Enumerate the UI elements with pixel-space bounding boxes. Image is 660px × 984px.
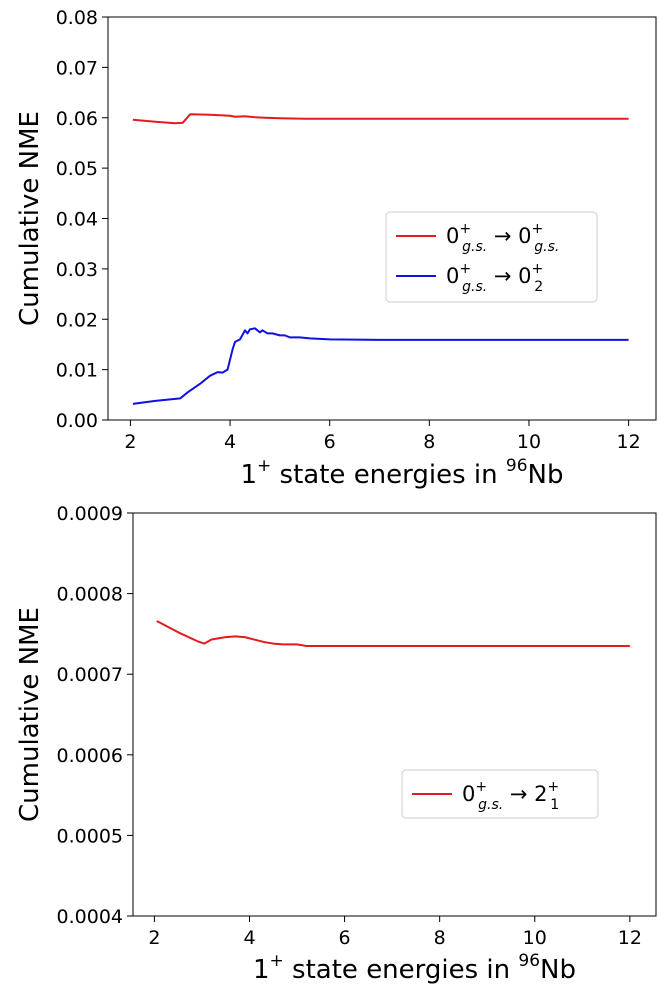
y-tick-label: 0.0008 (57, 584, 123, 606)
y-tick-label: 0.00 (56, 410, 98, 432)
chart-panel-1: 2 4 6 8 10 12 0.00 0.01 0.02 0.03 0.04 0.05 0.06 0.07… (15, 7, 657, 490)
y-tick-label: 0.0009 (57, 503, 123, 525)
y-tick-label: 0.06 (56, 108, 98, 130)
x-tick-label: 4 (224, 431, 236, 453)
x-tick-label: 10 (523, 927, 547, 949)
legend: 0+ g.s. → 0+ g.s. 0+ g.s. → 0+ 2 (385, 211, 598, 303)
y-tick-label: 0.0006 (57, 745, 123, 767)
legend-label: 0+ g.s. → 0+ g.s. (446, 221, 559, 255)
series-line-1 (156, 620, 630, 647)
legend-box (385, 211, 598, 303)
y-tick-label: 0.05 (56, 158, 98, 180)
x-tick-label: 8 (423, 431, 435, 453)
y-tick-label: 0.03 (56, 259, 98, 281)
x-tick-label: 12 (617, 431, 641, 453)
y-tick-label: 0.0005 (57, 825, 123, 847)
x-tick-label: 12 (618, 927, 642, 949)
series-line-2 (132, 327, 629, 405)
y-tick-label: 0.01 (56, 360, 98, 382)
legend-label: 0+ g.s. → 0+ 2 (446, 261, 543, 295)
y-tick-label: 0.07 (56, 57, 98, 79)
chart-panel-2: 2 4 6 8 10 12 0.0004 0.0005 0.0006 0.0007 0.0008 0.… (15, 503, 657, 984)
x-tick-label: 6 (339, 927, 351, 949)
y-axis-label: Cumulative NME (15, 607, 45, 822)
axes-frame (132, 512, 657, 917)
legend: 0+ g.s. → 2+ 1 (401, 769, 599, 819)
y-tick-label: 0.0004 (57, 906, 123, 928)
y-tick-label: 0.04 (56, 209, 98, 231)
y-tick-label: 0.02 (56, 309, 98, 331)
x-tick-label: 10 (517, 431, 541, 453)
x-tick-label: 8 (434, 927, 446, 949)
x-tick-label: 4 (243, 927, 255, 949)
x-axis-label: 1+ state energies in 96Nb (253, 951, 576, 984)
series-line-1 (132, 113, 629, 125)
x-axis-label: 1+ state energies in 96Nb (241, 456, 564, 490)
x-tick-label: 2 (124, 431, 136, 453)
legend-label: 0+ g.s. → 2+ 1 (462, 779, 559, 813)
y-tick-label: 0.08 (56, 7, 98, 29)
y-axis-label: Cumulative NME (15, 111, 45, 326)
legend-box (401, 769, 599, 819)
y-tick-label: 0.0007 (57, 664, 123, 686)
x-tick-label: 6 (324, 431, 336, 453)
x-tick-label: 2 (148, 927, 160, 949)
